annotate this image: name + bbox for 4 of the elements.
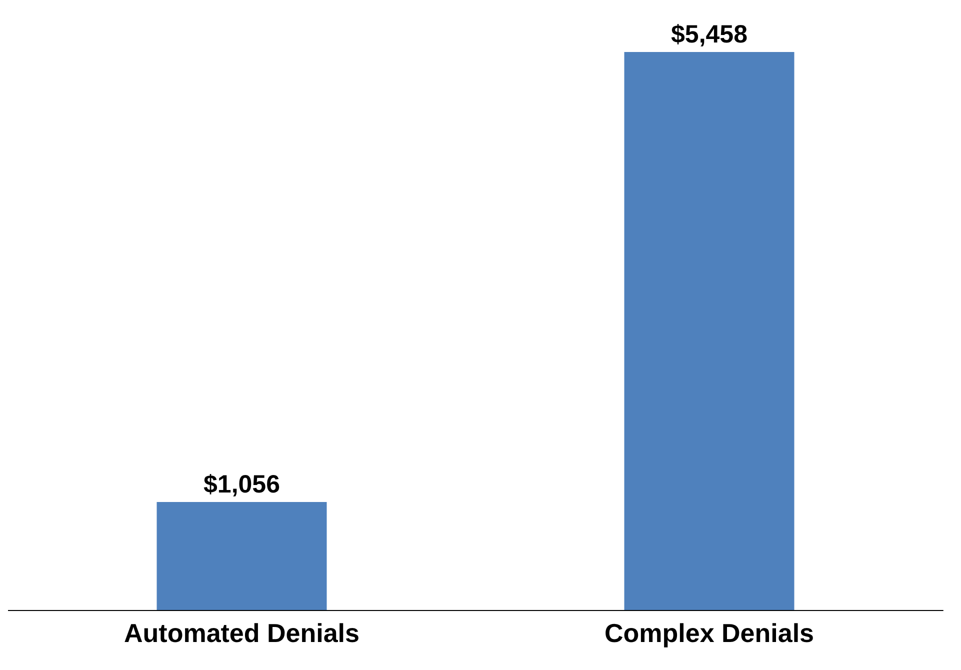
data-label: $1,056 — [204, 470, 280, 499]
x-tick-label: Automated Denials — [124, 618, 360, 648]
x-tick-label: Complex Denials — [604, 618, 814, 648]
data-label: $5,458 — [671, 20, 748, 48]
